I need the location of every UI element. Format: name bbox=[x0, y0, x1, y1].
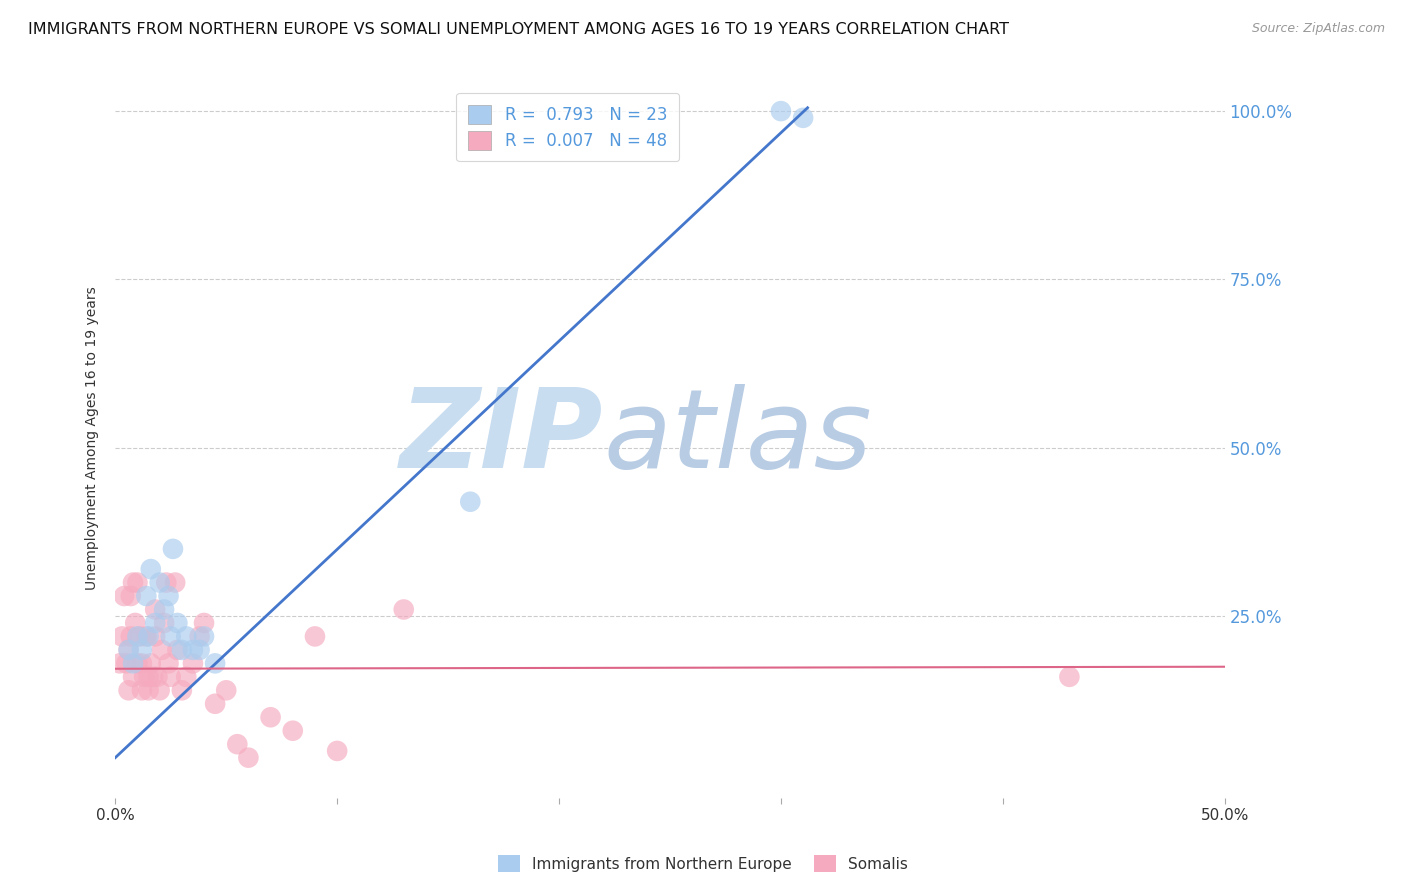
Legend: Immigrants from Northern Europe, Somalis: Immigrants from Northern Europe, Somalis bbox=[491, 847, 915, 880]
Point bbox=[131, 683, 153, 698]
Point bbox=[124, 615, 146, 630]
Point bbox=[155, 575, 177, 590]
Point bbox=[131, 643, 153, 657]
Point bbox=[117, 643, 139, 657]
Point bbox=[792, 111, 814, 125]
Point bbox=[226, 737, 249, 751]
Point bbox=[159, 670, 181, 684]
Point bbox=[157, 589, 180, 603]
Point bbox=[159, 629, 181, 643]
Point bbox=[193, 629, 215, 643]
Point bbox=[188, 629, 211, 643]
Point bbox=[127, 629, 149, 643]
Point bbox=[135, 589, 157, 603]
Point bbox=[174, 670, 197, 684]
Point bbox=[127, 657, 149, 671]
Point bbox=[122, 575, 145, 590]
Point bbox=[174, 629, 197, 643]
Point bbox=[181, 657, 204, 671]
Point bbox=[143, 602, 166, 616]
Point bbox=[150, 643, 173, 657]
Point bbox=[138, 670, 160, 684]
Point bbox=[128, 629, 150, 643]
Point bbox=[120, 629, 142, 643]
Point bbox=[326, 744, 349, 758]
Point bbox=[259, 710, 281, 724]
Point bbox=[170, 643, 193, 657]
Point bbox=[165, 575, 187, 590]
Point bbox=[117, 643, 139, 657]
Point bbox=[142, 670, 165, 684]
Point bbox=[143, 629, 166, 643]
Text: ZIP: ZIP bbox=[399, 384, 603, 491]
Point bbox=[238, 750, 260, 764]
Point bbox=[131, 657, 153, 671]
Point bbox=[204, 657, 226, 671]
Point bbox=[304, 629, 326, 643]
Point bbox=[108, 657, 131, 671]
Point bbox=[153, 602, 176, 616]
Point bbox=[135, 629, 157, 643]
Point bbox=[162, 541, 184, 556]
Point bbox=[769, 104, 792, 119]
Point bbox=[117, 683, 139, 698]
Point bbox=[139, 657, 162, 671]
Point bbox=[204, 697, 226, 711]
Point bbox=[166, 643, 188, 657]
Point bbox=[153, 615, 176, 630]
Point bbox=[281, 723, 304, 738]
Point bbox=[139, 562, 162, 576]
Text: Source: ZipAtlas.com: Source: ZipAtlas.com bbox=[1251, 22, 1385, 36]
Point bbox=[149, 575, 172, 590]
Point bbox=[181, 643, 204, 657]
Point bbox=[143, 615, 166, 630]
Point bbox=[122, 657, 145, 671]
Point bbox=[157, 657, 180, 671]
Point bbox=[458, 494, 481, 508]
Point bbox=[127, 575, 149, 590]
Point bbox=[1059, 670, 1081, 684]
Point bbox=[138, 629, 160, 643]
Point bbox=[188, 643, 211, 657]
Point bbox=[111, 629, 134, 643]
Text: atlas: atlas bbox=[603, 384, 872, 491]
Point bbox=[146, 670, 169, 684]
Point bbox=[122, 670, 145, 684]
Y-axis label: Unemployment Among Ages 16 to 19 years: Unemployment Among Ages 16 to 19 years bbox=[86, 285, 100, 590]
Point bbox=[138, 683, 160, 698]
Text: IMMIGRANTS FROM NORTHERN EUROPE VS SOMALI UNEMPLOYMENT AMONG AGES 16 TO 19 YEARS: IMMIGRANTS FROM NORTHERN EUROPE VS SOMAL… bbox=[28, 22, 1010, 37]
Point bbox=[193, 615, 215, 630]
Point bbox=[115, 657, 138, 671]
Point bbox=[149, 683, 172, 698]
Point bbox=[215, 683, 238, 698]
Point bbox=[166, 615, 188, 630]
Point bbox=[120, 589, 142, 603]
Point bbox=[170, 683, 193, 698]
Point bbox=[112, 589, 135, 603]
Point bbox=[134, 670, 156, 684]
Point bbox=[392, 602, 415, 616]
Legend: R =  0.793   N = 23, R =  0.007   N = 48: R = 0.793 N = 23, R = 0.007 N = 48 bbox=[457, 93, 679, 161]
